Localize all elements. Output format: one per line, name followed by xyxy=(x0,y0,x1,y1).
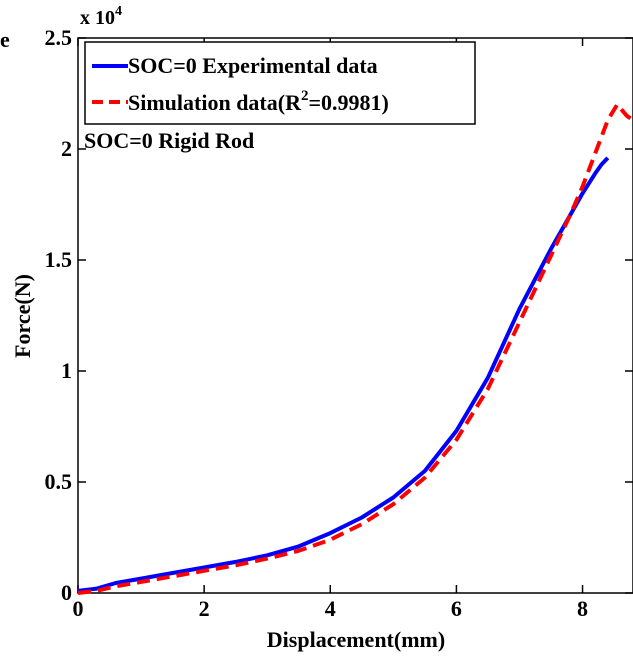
y-tick-label: 0 xyxy=(61,580,72,605)
series-line-experimental xyxy=(77,156,610,593)
legend-box xyxy=(84,41,476,125)
legend: SOC=0 Experimental data Simulation data(… xyxy=(84,41,476,125)
x-tick-label: 0 xyxy=(73,596,84,621)
x-axis-title: Displacement(mm) xyxy=(267,627,445,652)
y-axis-title: Force(N) xyxy=(10,274,35,358)
y-multiplier: x 104 xyxy=(80,4,122,29)
panel-label: e xyxy=(0,27,10,52)
plot-annotation: SOC=0 Rigid Rod xyxy=(84,128,254,153)
x-tick-label: 6 xyxy=(451,596,462,621)
legend-label-experimental: SOC=0 Experimental data xyxy=(128,53,378,78)
x-tick-label: 4 xyxy=(325,596,336,621)
series-line-simulation xyxy=(77,102,633,595)
x-tick-label: 8 xyxy=(577,596,588,621)
y-tick-label: 0.5 xyxy=(45,469,73,494)
x-axis-ticks: 0 2 4 6 8 xyxy=(73,38,588,621)
y-tick-label: 2 xyxy=(61,136,72,161)
legend-label-simulation: Simulation data(R2=0.9981) xyxy=(128,88,389,115)
x-tick-label: 2 xyxy=(199,596,210,621)
plot-frame xyxy=(77,37,633,594)
y-axis-ticks: 0 0.5 1 1.5 2 2.5 xyxy=(45,25,633,605)
y-tick-label: 1.5 xyxy=(45,247,73,272)
y-tick-label: 1 xyxy=(61,358,72,383)
series-layer xyxy=(77,102,633,595)
y-tick-label: 2.5 xyxy=(45,25,73,50)
